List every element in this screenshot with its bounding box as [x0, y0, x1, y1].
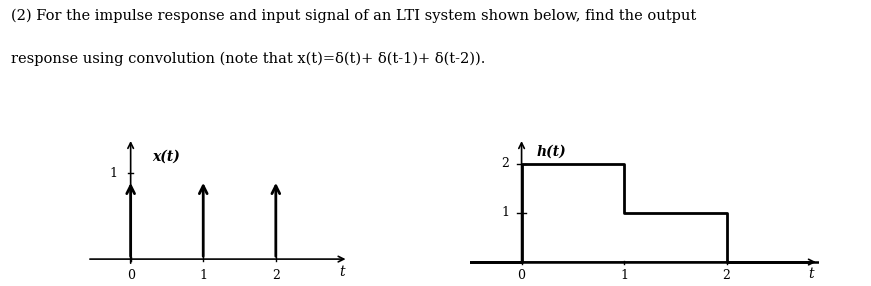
Text: 2: 2 — [502, 157, 510, 170]
Text: t: t — [808, 267, 814, 281]
Text: 1: 1 — [620, 269, 628, 282]
Text: 2: 2 — [272, 269, 280, 282]
Text: x(t): x(t) — [152, 149, 180, 163]
Text: 1: 1 — [110, 167, 118, 180]
Text: h(t): h(t) — [537, 145, 567, 159]
Text: 1: 1 — [199, 269, 207, 282]
Text: 0: 0 — [517, 269, 525, 282]
Text: 1: 1 — [502, 206, 510, 219]
Text: (2) For the impulse response and input signal of an LTI system shown below, find: (2) For the impulse response and input s… — [11, 9, 697, 23]
Text: 0: 0 — [126, 269, 135, 282]
Text: t: t — [339, 265, 345, 279]
Text: response using convolution (note that x(t)=δ(t)+ δ(t-1)+ δ(t-2)).: response using convolution (note that x(… — [11, 51, 486, 66]
Text: 2: 2 — [723, 269, 731, 282]
